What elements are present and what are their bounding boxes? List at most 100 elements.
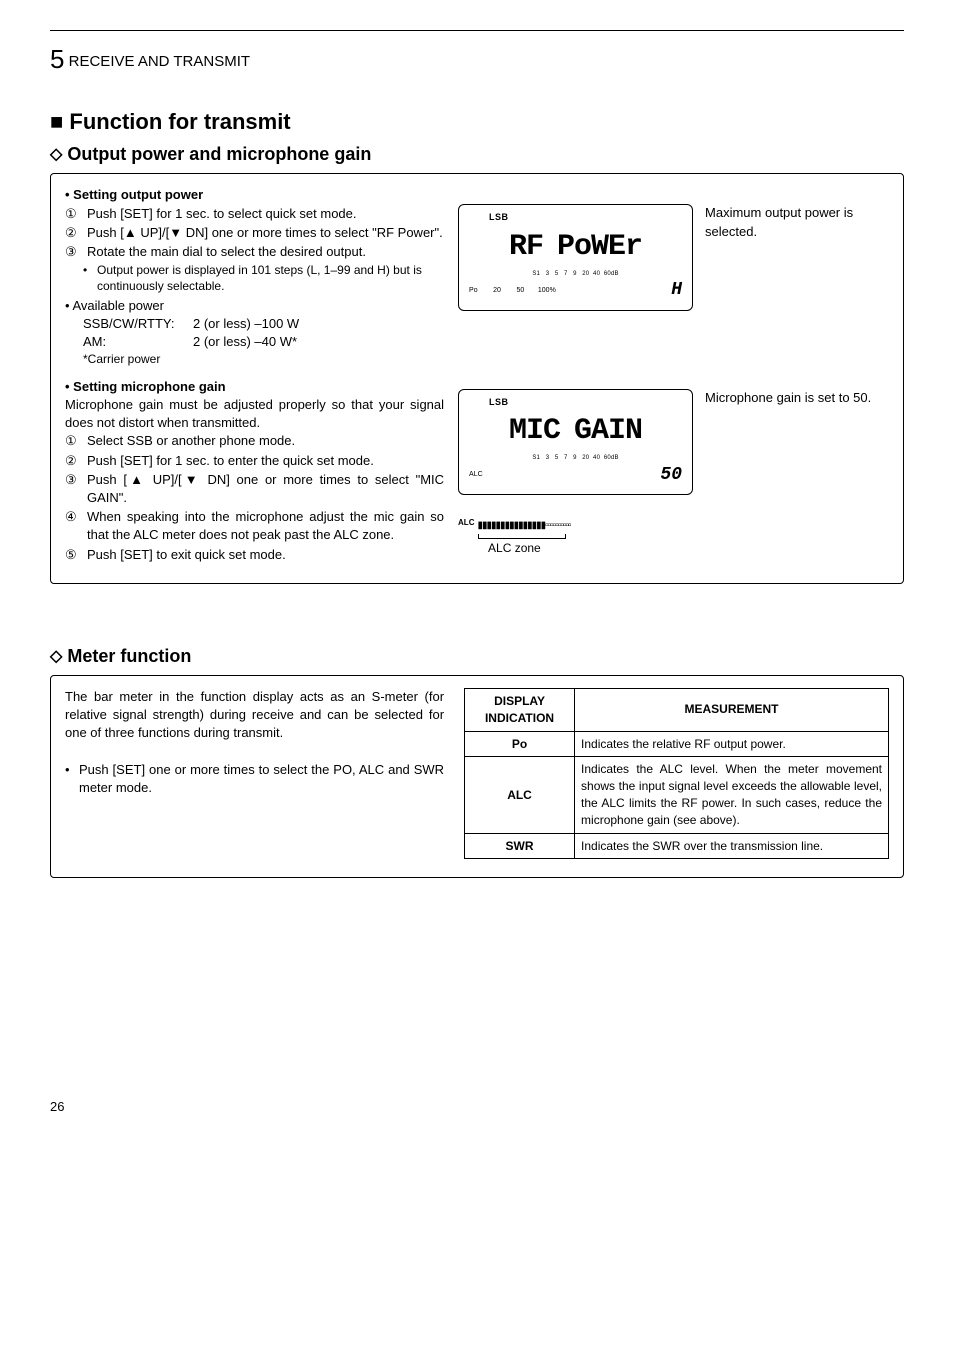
sub-bullet-text: Output power is displayed in 101 steps (…: [97, 262, 444, 294]
list-item: ② Push [SET] for 1 sec. to enter the qui…: [65, 452, 444, 470]
sub-bullet: • Output power is displayed in 101 steps…: [65, 262, 444, 294]
lcd-scale-bot: ALC: [469, 470, 483, 480]
page-number: 26: [50, 1098, 904, 1116]
table-cell-measurement: Indicates the ALC level. When the meter …: [575, 757, 889, 833]
lcd-main-text: RF PoWEr: [469, 226, 682, 268]
step-marker: ④: [65, 508, 83, 544]
step-marker: ③: [65, 243, 83, 261]
section-title: ■ Function for transmit: [50, 107, 904, 138]
lcd-display-mic-gain: LSB MIC GAIN S1 3 5 7 9 20 40 60dB ALC 5…: [458, 389, 693, 495]
lcd-scale: S1 3 5 7 9 20 40 60dB: [469, 454, 682, 462]
list-item: ⑤ Push [SET] to exit quick set mode.: [65, 546, 444, 564]
output-mic-box: • Setting output power ① Push [SET] for …: [50, 173, 904, 583]
list-item: ② Push [▲ UP]/[▼ DN] one or more times t…: [65, 224, 444, 242]
lcd-mode: LSB: [489, 396, 682, 409]
step-marker: ②: [65, 452, 83, 470]
left-column: • Setting output power ① Push [SET] for …: [65, 186, 444, 564]
table-header: DISPLAY INDICATION: [465, 688, 575, 731]
alc-label: ALC: [458, 518, 474, 527]
avail-label: SSB/CW/RTTY:: [83, 315, 193, 333]
lcd-value: 50: [660, 463, 682, 488]
lcd-bottom-row: Po 20 50 100% H: [469, 278, 682, 303]
step-text: Push [SET] for 1 sec. to enter the quick…: [87, 452, 444, 470]
output-power-heading: • Setting output power: [65, 186, 444, 204]
available-power-heading: • Available power: [65, 297, 444, 315]
bullet-icon: •: [83, 262, 93, 294]
lcd-value: H: [671, 278, 682, 303]
subsection-meter-function: ◇ Meter function: [50, 644, 904, 669]
meter-intro: The bar meter in the function display ac…: [65, 688, 444, 743]
alc-meter-bars: ▮▮▮▮▮▮▮▮▮▮▮▮▮▮▮▫▫▫▫▫▫▫▫▫▫: [478, 519, 571, 533]
lcd-word-2: GAIN: [574, 410, 642, 452]
avail-value: 2 (or less) –40 W*: [193, 333, 297, 351]
lcd-scale-top: S1 3 5 7 9 20 40 60dB: [469, 270, 682, 278]
meter-table: DISPLAY INDICATION MEASUREMENT Po Indica…: [464, 688, 889, 859]
avail-row: AM: 2 (or less) –40 W*: [65, 333, 444, 351]
top-rule: [50, 30, 904, 31]
mic-gain-intro: Microphone gain must be adjusted properl…: [65, 396, 444, 432]
table-row: SWR Indicates the SWR over the transmiss…: [465, 833, 889, 859]
avail-row: SSB/CW/RTTY: 2 (or less) –100 W: [65, 315, 444, 333]
lcd-word-1: MIC: [509, 410, 560, 452]
bullet-icon: •: [65, 761, 75, 797]
step-marker: ①: [65, 205, 83, 223]
meter-bullet: • Push [SET] one or more times to select…: [65, 761, 444, 797]
table-cell-indication: Po: [465, 731, 575, 757]
avail-label: AM:: [83, 333, 193, 351]
mic-gain-heading: • Setting microphone gain: [65, 378, 444, 396]
list-item: ③ Push [▲ UP]/[▼ DN] one or more times t…: [65, 471, 444, 507]
step-text: Push [▲ UP]/[▼ DN] one or more times to …: [87, 224, 444, 242]
list-item: ① Select SSB or another phone mode.: [65, 432, 444, 450]
step-marker: ③: [65, 471, 83, 507]
step-marker: ⑤: [65, 546, 83, 564]
lcd-word-2: PoWEr: [557, 226, 642, 268]
step-text: When speaking into the microphone adjust…: [87, 508, 444, 544]
section-square: ■: [50, 109, 63, 134]
alc-meter-block: ALC ▮▮▮▮▮▮▮▮▮▮▮▮▮▮▮▫▫▫▫▫▫▫▫▫▫ ALC zone: [458, 517, 889, 557]
table-row: Po Indicates the relative RF output powe…: [465, 731, 889, 757]
chapter-heading: 5 RECEIVE AND TRANSMIT: [50, 41, 904, 77]
meter-right-column: DISPLAY INDICATION MEASUREMENT Po Indica…: [464, 688, 889, 859]
step-text: Push [▲ UP]/[▼ DN] one or more times to …: [87, 471, 444, 507]
diamond-icon: ◇: [50, 648, 62, 665]
subsection-title-text: Output power and microphone gain: [67, 144, 371, 164]
lcd-caption: Maximum output power is selected.: [705, 204, 889, 240]
alc-bracket: [478, 534, 566, 539]
lcd-scale: S1 3 5 7 9 20 40 60dB: [469, 270, 682, 278]
step-text: Select SSB or another phone mode.: [87, 432, 444, 450]
lcd-main-text: MIC GAIN: [469, 410, 682, 452]
lcd-bottom-row: ALC 50: [469, 463, 682, 488]
lcd-caption: Microphone gain is set to 50.: [705, 389, 889, 407]
step-text: Rotate the main dial to select the desir…: [87, 243, 444, 261]
right-column: LSB RF PoWEr S1 3 5 7 9 20 40 60dB Po 20…: [458, 186, 889, 564]
meter-left-column: The bar meter in the function display ac…: [65, 688, 444, 859]
lcd-scale-top: S1 3 5 7 9 20 40 60dB: [469, 454, 682, 462]
subsection-output-power: ◇ Output power and microphone gain: [50, 142, 904, 167]
step-marker: ①: [65, 432, 83, 450]
carrier-note: *Carrier power: [65, 351, 444, 368]
list-item: ① Push [SET] for 1 sec. to select quick …: [65, 205, 444, 223]
lcd-word-1: RF: [509, 226, 543, 268]
step-text: Push [SET] for 1 sec. to select quick se…: [87, 205, 444, 223]
avail-value: 2 (or less) –100 W: [193, 315, 299, 333]
step-marker: ②: [65, 224, 83, 242]
list-item: ④ When speaking into the microphone adju…: [65, 508, 444, 544]
table-cell-measurement: Indicates the relative RF output power.: [575, 731, 889, 757]
chapter-number: 5: [50, 44, 64, 74]
table-cell-indication: SWR: [465, 833, 575, 859]
meter-box: The bar meter in the function display ac…: [50, 675, 904, 878]
table-cell-measurement: Indicates the SWR over the transmission …: [575, 833, 889, 859]
step-text: Push [SET] to exit quick set mode.: [87, 546, 444, 564]
table-cell-indication: ALC: [465, 757, 575, 833]
diamond-icon: ◇: [50, 146, 62, 163]
meter-bullet-text: Push [SET] one or more times to select t…: [79, 761, 444, 797]
section-title-text: Function for transmit: [69, 109, 290, 134]
lcd-mode: LSB: [489, 211, 682, 224]
alc-zone-label: ALC zone: [488, 540, 889, 557]
table-row: ALC Indicates the ALC level. When the me…: [465, 757, 889, 833]
table-header: MEASUREMENT: [575, 688, 889, 731]
subsection-title-text: Meter function: [67, 646, 191, 666]
lcd-scale-bot: Po 20 50 100%: [469, 286, 556, 296]
chapter-title: RECEIVE AND TRANSMIT: [69, 53, 250, 70]
list-item: ③ Rotate the main dial to select the des…: [65, 243, 444, 261]
